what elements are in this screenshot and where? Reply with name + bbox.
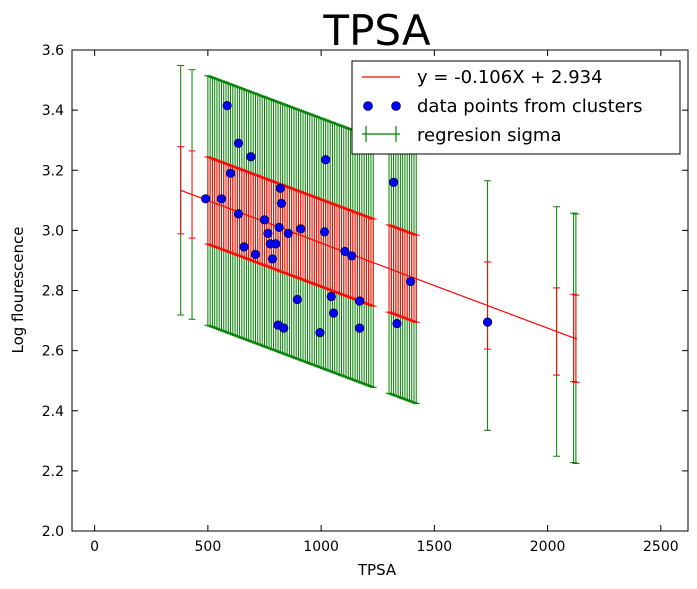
legend-label-sigma: regresion sigma [417,125,561,146]
y-tick-label: 2.4 [42,404,64,420]
y-tick-label: 3.0 [42,223,64,239]
legend: y = -0.106X + 2.934 data points from clu… [351,60,681,155]
data-point [276,198,287,208]
chart-title: TPSA [322,6,430,55]
data-point [267,254,278,264]
data-point [225,168,236,178]
y-tick-label: 3.4 [42,103,64,119]
data-point [292,294,302,305]
data-point [315,327,325,338]
data-point [388,177,399,187]
regression-line-path [180,189,578,340]
data-point [222,101,232,111]
data-point [246,152,256,162]
data-point [259,215,270,225]
data-point [216,194,227,204]
y-tick-label: 2.8 [42,284,64,300]
axis-ticks [72,49,688,532]
x-tick-label: 2500 [643,539,679,555]
x-tick-label: 1000 [303,539,339,555]
y-tick-label: 3.2 [42,163,64,179]
data-point [328,308,339,318]
data-point [263,228,273,238]
data-point [319,227,330,237]
legend-marker-swatch-2 [391,101,401,111]
data-point [275,183,285,193]
data-point [233,138,244,148]
data-point [250,249,261,260]
data-point [355,323,365,333]
y-tick-label: 2.6 [42,344,64,360]
legend-box [351,60,681,155]
legend-errorbar-swatch [362,126,400,142]
data-point [239,242,249,252]
y-tick-label: 2.0 [42,524,64,540]
y-axis-label: Log flourescence [9,226,27,353]
data-point [271,239,281,249]
data-point [482,317,493,327]
y-tick-label: 3.6 [42,43,64,59]
y-tick-label: 2.2 [42,464,64,480]
axis-tick-labels: 0 500 1000 1500 2000 2500 2.0 2.2 2.4 2.6 2.8 3.0 3.… [42,43,679,555]
data-point [283,228,293,238]
data-point [405,276,416,287]
legend-label-points: data points from clusters [417,96,642,117]
data-point [355,296,365,306]
data-point [340,246,350,257]
data-point [274,222,284,232]
data-point [326,291,336,302]
data-point [392,318,402,329]
x-axis-label: TPSA [357,561,397,579]
legend-marker-swatch-1 [363,101,373,111]
data-point [347,251,357,261]
x-tick-label: 1500 [417,539,453,555]
regression-line [180,189,578,340]
data-point [201,194,211,204]
legend-label-regression: y = -0.106X + 2.934 [417,67,603,88]
data-point [279,323,289,333]
data-point [321,155,331,165]
data-point [296,224,306,234]
x-tick-label: 2000 [530,539,566,555]
x-tick-label: 0 [90,539,99,555]
data-points [201,101,493,338]
data-point [233,209,244,219]
x-tick-label: 500 [195,539,222,555]
